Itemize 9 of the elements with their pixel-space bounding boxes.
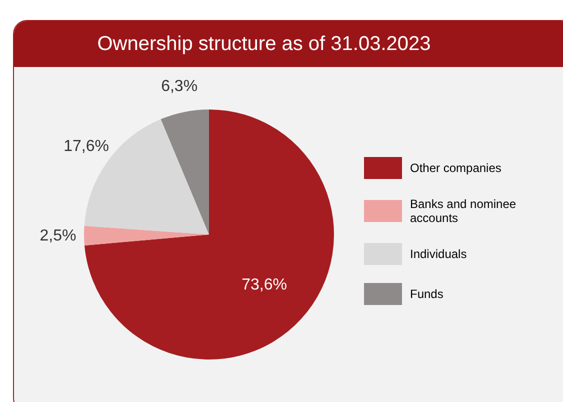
- legend-label: Banks and nominee accounts: [410, 197, 518, 225]
- data-label: 73,6%: [242, 276, 287, 294]
- chart-title: Ownership structure as of 31.03.2023: [14, 21, 563, 67]
- data-label: 2,5%: [40, 227, 76, 244]
- data-label: 17,6%: [64, 138, 109, 155]
- legend-label: Other companies: [410, 161, 502, 175]
- data-label: 6,3%: [161, 78, 198, 95]
- legend-label: Funds: [410, 287, 444, 301]
- legend-label: Individuals: [410, 247, 467, 261]
